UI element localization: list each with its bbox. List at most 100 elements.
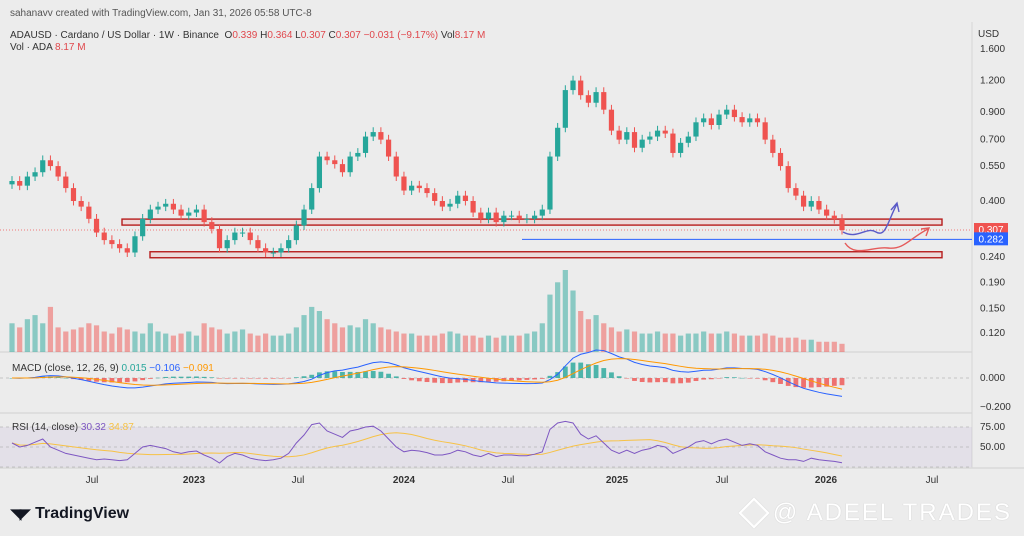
ohlc-change: −0.031 (−9.17%) <box>363 30 439 41</box>
macd-histogram-bar <box>155 377 161 379</box>
macd-histogram-bar <box>463 378 468 383</box>
candle-body <box>324 156 330 161</box>
candle-body <box>86 206 92 219</box>
price-tick-label: 0.900 <box>980 107 1005 118</box>
level-price-tag <box>974 232 1008 246</box>
macd-title: MACD (close, 12, 26, 9) 0.015 −0.106 −0.… <box>12 363 214 374</box>
candle-body <box>424 188 430 194</box>
candle-body <box>777 152 784 167</box>
volume-bar <box>493 337 499 352</box>
time-tick-label: Jul <box>86 475 99 486</box>
candle-body <box>708 118 714 125</box>
macd-histogram-bar <box>632 378 637 381</box>
volume-bar <box>739 335 745 352</box>
tradingview-logo-text: TradingView <box>35 505 130 522</box>
volume-bar <box>409 333 415 352</box>
macd-tick-label: 0.000 <box>980 373 1005 384</box>
volume-bar <box>247 333 253 352</box>
volume-bar <box>785 337 791 352</box>
volume-bar <box>462 335 469 352</box>
macd-histogram-bar <box>524 378 530 380</box>
macd-histogram-bar <box>86 378 92 381</box>
macd-histogram-bar <box>478 378 484 383</box>
candle-body <box>555 127 561 157</box>
volume-bar <box>101 331 107 352</box>
volume-bar <box>224 333 230 352</box>
volume-bar <box>593 315 599 352</box>
candle-body <box>670 133 676 153</box>
volume-bar <box>140 333 146 352</box>
volume-bar <box>601 323 607 352</box>
volume-bar <box>178 333 184 352</box>
macd-histogram-bar <box>670 378 676 384</box>
projection-arrowhead-blue <box>890 201 900 213</box>
volume-bar <box>808 339 814 352</box>
volume-bar <box>255 335 261 352</box>
time-tick-label: 2026 <box>815 475 838 486</box>
candle-body <box>355 152 361 157</box>
candle-body <box>501 215 507 223</box>
rsi-tick-label: 50.00 <box>980 442 1005 453</box>
volume-bar <box>524 333 530 352</box>
candle-body <box>132 236 138 253</box>
volume-bar <box>678 335 684 352</box>
candle-body <box>209 222 215 229</box>
volume-bar <box>193 335 200 352</box>
candle-body <box>693 122 699 137</box>
volume-bar <box>839 343 845 352</box>
macd-histogram-bar <box>247 378 253 379</box>
macd-histogram-bar <box>140 378 146 381</box>
candle-body <box>800 195 807 207</box>
candle-body <box>186 212 192 216</box>
macd-histogram-bar <box>301 376 307 378</box>
price-tick-label: 0.150 <box>980 304 1005 315</box>
candle-body <box>263 248 269 253</box>
candle-body <box>616 130 622 140</box>
rsi-ma-line <box>11 432 843 458</box>
candle-body <box>40 160 46 173</box>
projection-arrow-red <box>844 228 929 252</box>
tradingview-logo[interactable]: ◥◤ TradingView <box>10 505 129 523</box>
volume-bar <box>124 329 130 352</box>
candle-body <box>716 114 722 125</box>
volume-bar <box>201 323 207 352</box>
rsi-tick-label: 75.00 <box>980 422 1005 433</box>
volume-bar <box>9 323 15 352</box>
volume-bar <box>278 335 284 352</box>
macd-histogram-bar <box>762 378 768 381</box>
volume-bar <box>339 327 346 352</box>
ohlc-vol: 8.17 M <box>454 30 486 41</box>
macd-histogram-bar <box>562 366 568 378</box>
macd-histogram-bar <box>78 378 84 380</box>
macd-histogram-bar <box>340 371 345 378</box>
candle-body <box>278 248 284 253</box>
volume-bar <box>216 329 223 352</box>
candle-body <box>601 92 607 110</box>
volume-bar <box>662 333 668 352</box>
candle-body <box>416 185 422 189</box>
volume-bar <box>447 331 453 352</box>
ohlc-close-label: C <box>328 30 336 41</box>
candle-body <box>562 90 568 128</box>
candle-body <box>701 118 707 123</box>
macd-histogram-bar <box>194 376 199 378</box>
symbol-line: ADAUSD · Cardano / US Dollar · 1W · Bina… <box>10 30 219 41</box>
ohlc-open: 0.339 <box>232 30 258 41</box>
volume-bar <box>531 331 538 352</box>
macd-histogram-bar <box>393 376 399 378</box>
ohlc-high: 0.364 <box>267 30 293 41</box>
volume-bar <box>654 331 661 352</box>
macd-histogram-bar <box>732 377 737 378</box>
symbol-legend-row: ADAUSD · Cardano / US Dollar · 1W · Bina… <box>10 30 485 42</box>
ohlc-low-label: L <box>295 30 301 41</box>
macd-histogram-bar <box>747 378 753 379</box>
volume-bar <box>347 325 353 352</box>
candle-body <box>93 218 100 233</box>
time-tick-label: Jul <box>716 475 729 486</box>
macd-histogram-bar <box>655 378 660 383</box>
candle-body <box>808 200 814 207</box>
candle-body <box>485 212 492 219</box>
candle-body <box>163 203 169 207</box>
macd-histogram-bar <box>255 378 261 379</box>
